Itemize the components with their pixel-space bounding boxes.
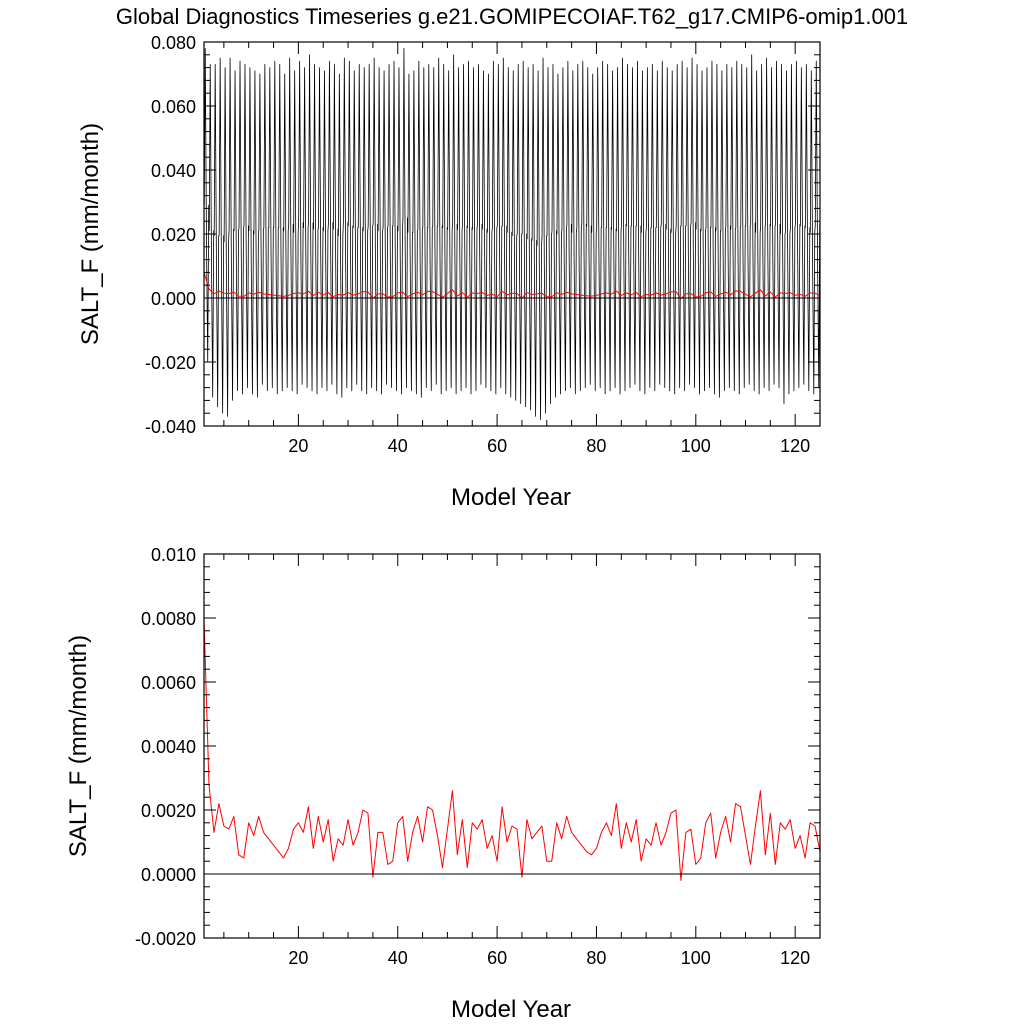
bottom-x-tick-label: 120 bbox=[780, 948, 810, 968]
figure-title: Global Diagnostics Timeseries g.e21.GOMI… bbox=[116, 4, 908, 29]
bottom-y-axis-label: SALT_F (mm/month) bbox=[65, 635, 92, 857]
top-y-tick-label: 0.080 bbox=[151, 33, 196, 53]
top-series-monthly-line bbox=[203, 48, 821, 420]
bottom-x-tick-label: 80 bbox=[586, 948, 606, 968]
top-x-tick-label: 100 bbox=[681, 436, 711, 456]
top-y-tick-label: 0.060 bbox=[151, 97, 196, 117]
top-y-tick-label: 0.040 bbox=[151, 161, 196, 181]
bottom-y-tick-label: 0.0020 bbox=[141, 801, 196, 821]
bottom-x-tick-label: 20 bbox=[288, 948, 308, 968]
chart-top-panel: SALT_F (mm/month) Model Year -0.040 -0.02… bbox=[77, 33, 821, 511]
bottom-x-axis-label: Model Year bbox=[451, 996, 571, 1023]
top-x-axis-label: Model Year bbox=[451, 484, 571, 511]
bottom-y-tick-label: 0.0060 bbox=[141, 673, 196, 693]
chart-bottom-panel: SALT_F (mm/month) Model Year -0.0020 0.00… bbox=[65, 545, 821, 1023]
top-series-annual-line bbox=[203, 272, 821, 300]
top-y-tick-label: 0.000 bbox=[151, 289, 196, 309]
bottom-x-tick-label: 60 bbox=[487, 948, 507, 968]
bottom-x-tick-label: 100 bbox=[681, 948, 711, 968]
top-x-tick-label: 20 bbox=[288, 436, 308, 456]
bottom-series-annual-line bbox=[203, 617, 821, 881]
top-x-tick-label: 80 bbox=[586, 436, 606, 456]
top-x-tick-label: 40 bbox=[388, 436, 408, 456]
bottom-x-tick-label: 40 bbox=[388, 948, 408, 968]
top-x-tick-label: 60 bbox=[487, 436, 507, 456]
bottom-y-tick-label: 0.010 bbox=[151, 545, 196, 565]
bottom-plot-frame bbox=[203, 553, 821, 939]
bottom-y-tick-label: -0.0020 bbox=[135, 929, 196, 949]
bottom-y-tick-label: 0.0080 bbox=[141, 609, 196, 629]
top-x-tick-label: 120 bbox=[780, 436, 810, 456]
top-y-axis-label: SALT_F (mm/month) bbox=[77, 123, 104, 345]
bottom-y-tick-label: 0.0000 bbox=[141, 865, 196, 885]
bottom-y-tick-label: 0.0040 bbox=[141, 737, 196, 757]
top-y-tick-label: -0.040 bbox=[145, 417, 196, 437]
top-y-tick-label: 0.020 bbox=[151, 225, 196, 245]
top-y-tick-label: -0.020 bbox=[145, 353, 196, 373]
